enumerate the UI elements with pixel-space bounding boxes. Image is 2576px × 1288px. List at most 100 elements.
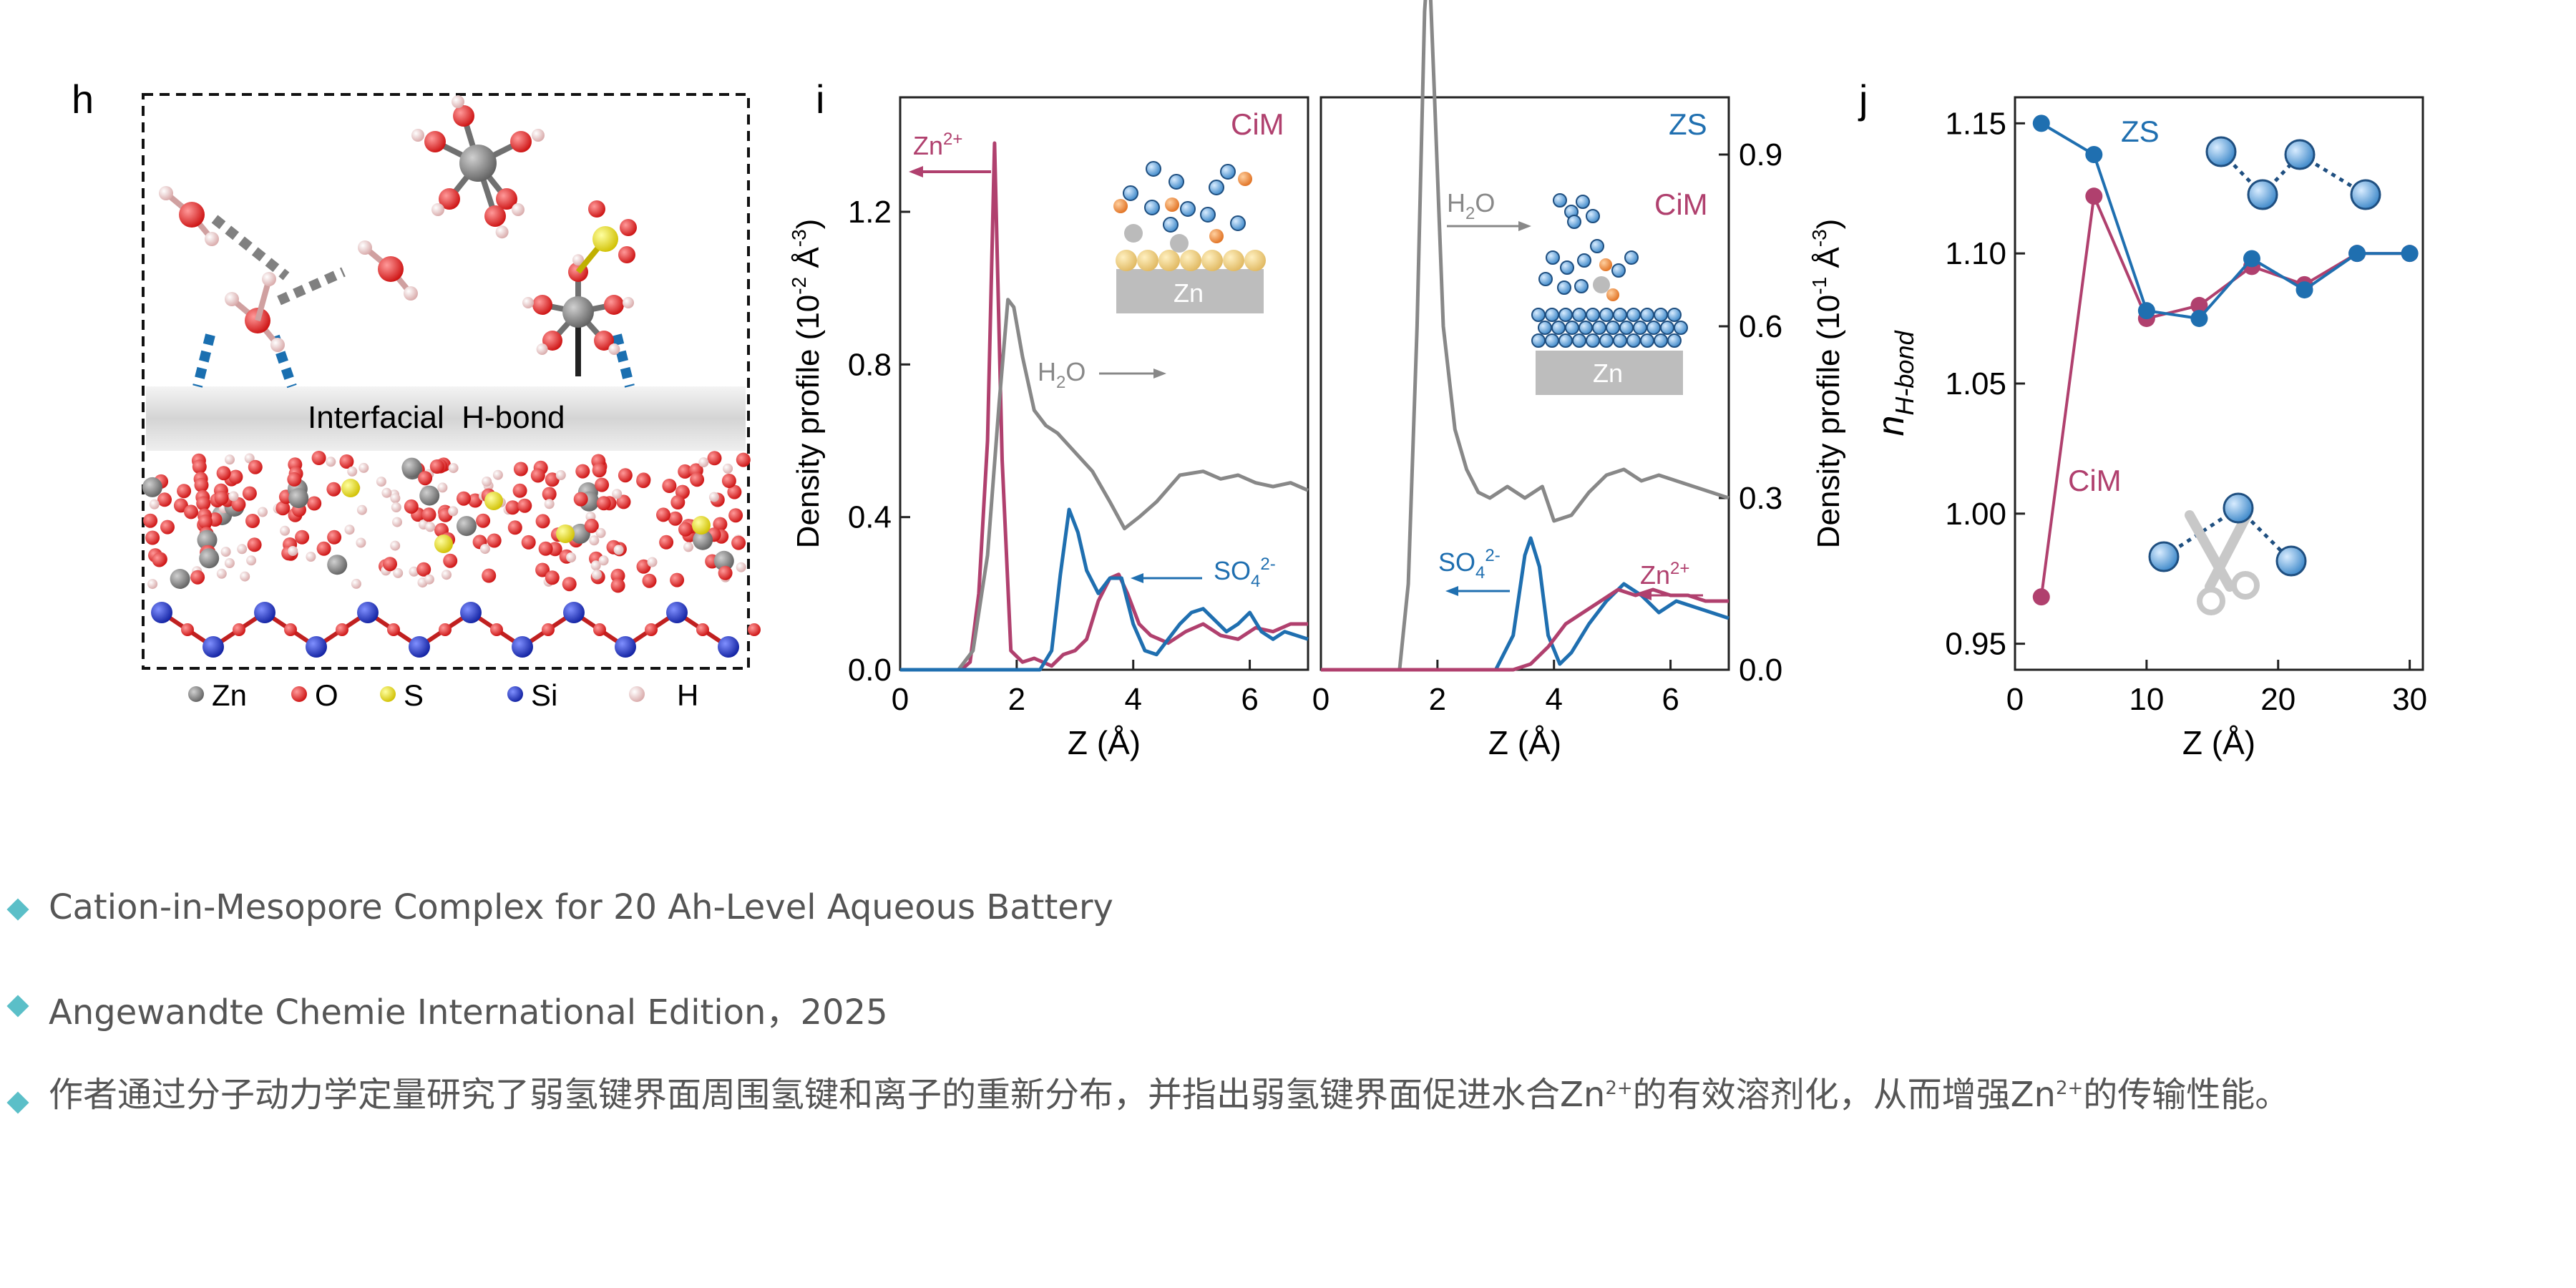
o-atom-icon: [618, 468, 633, 483]
h-atom-icon: [572, 254, 584, 266]
o-atom-icon: [326, 482, 341, 497]
water-ball-icon: [1560, 260, 1574, 275]
water-ball-icon: [1576, 195, 1590, 209]
water-ball-icon: [2284, 139, 2316, 170]
panel-h: h Interfacial H-bond Zn O S Si H: [72, 77, 761, 712]
water-ball-icon: [1538, 272, 1553, 286]
h-atom-icon: [390, 540, 401, 551]
series-line-h2o: [900, 298, 1309, 672]
y-tick-label: 0.0: [848, 653, 892, 688]
o-atom-icon: [707, 451, 722, 466]
si-atom-icon: [666, 602, 688, 623]
o-atom-icon: [507, 520, 522, 535]
arrowhead-so4-right: [1445, 586, 1458, 596]
o-atom-icon: [678, 464, 693, 479]
hbond-dashed-line: [612, 333, 635, 388]
o-atom-icon: [439, 623, 452, 636]
data-point: [2032, 588, 2050, 606]
h-atom-icon: [147, 579, 158, 590]
y-tick-label: 1.15: [1945, 106, 2006, 141]
arrowhead-zn2-right: [1639, 590, 1652, 600]
o-atom-icon: [662, 479, 677, 493]
water-ball-icon: [1574, 279, 1589, 293]
o-atom-icon: [690, 472, 705, 487]
h-atom-icon: [409, 566, 419, 577]
si-atom-icon: [563, 602, 585, 623]
water-ball-icon: [1606, 321, 1620, 335]
interface-band: [146, 386, 746, 451]
o-atom-icon: [618, 246, 635, 263]
si-legend-label: Si: [531, 678, 557, 712]
zn-legend-swatch: [188, 686, 204, 702]
o-atom-icon: [512, 483, 527, 498]
panel-i: i 0 2 4 6 0.0 0.4 0.8 1.2 Z (Å) Density profile (…: [788, 0, 1846, 761]
o-atom-icon: [177, 484, 192, 499]
x-tick-label: 2: [1008, 682, 1025, 717]
h-atom-icon: [441, 570, 452, 580]
o-atom-icon: [152, 552, 167, 567]
water-ball-icon: [1551, 321, 1566, 335]
h-atom-icon: [589, 535, 600, 546]
o-atom-icon: [378, 256, 404, 282]
zn-atom-icon: [457, 516, 477, 537]
h-atom-icon: [522, 297, 534, 308]
h-atom-icon: [598, 555, 609, 566]
water-ball-icon: [1531, 333, 1546, 348]
si-atom-icon: [512, 636, 533, 658]
o-atom-icon: [588, 200, 605, 218]
h-atom-icon: [448, 463, 459, 474]
water-ball-icon: [1545, 308, 1559, 322]
o-atom-icon: [284, 623, 297, 636]
h-atom-icon: [736, 562, 746, 572]
water-ball-icon: [1640, 333, 1654, 348]
water-ball-icon: [2275, 545, 2307, 577]
h-atom-icon: [225, 292, 239, 306]
zn-atom-icon: [170, 569, 190, 589]
o-atom-icon: [670, 572, 685, 587]
water-ball-icon: [1572, 308, 1586, 322]
water-ball-icon: [1230, 215, 1246, 231]
water-ball-icon: [1626, 333, 1641, 348]
si-atom-icon: [254, 602, 275, 623]
y-axis-label-sub: H-bond: [1890, 331, 1919, 416]
water-ball-icon: [1660, 321, 1674, 335]
x-tick-label: 20: [2260, 682, 2296, 717]
water-ball-icon: [1613, 308, 1627, 322]
o-atom-icon: [542, 623, 555, 636]
o-atom-icon: [736, 452, 751, 467]
h-atom-icon: [326, 457, 336, 467]
annotation-so4-left: SO42-: [1214, 555, 1276, 591]
h-atom-icon: [351, 578, 361, 589]
annotation-zn2-right: Zn2+: [1640, 559, 1689, 590]
water-ball-icon: [1579, 321, 1593, 335]
y-tick-label: 0.4: [848, 500, 892, 535]
panel-i-left-plot: 0 2 4 6 0.0 0.4 0.8 1.2 Z (Å) Density profile (10…: [788, 96, 1309, 761]
o-atom-icon: [457, 491, 471, 506]
panel-j-label: j: [1858, 77, 1868, 122]
water-ball-icon: [1674, 321, 1688, 335]
hbond-dashed-line: [192, 333, 215, 388]
y-axis-label-part: n: [1870, 416, 1912, 436]
s-atom-icon: [692, 516, 711, 535]
h-atom-icon: [623, 297, 634, 308]
zn-atom-icon: [401, 457, 422, 478]
sulfate-ion-icon: [1238, 172, 1252, 186]
si-legend-swatch: [507, 686, 523, 702]
series-line-zn2: [900, 141, 1308, 672]
h-atom-icon: [555, 470, 566, 480]
o-atom-icon: [659, 535, 674, 550]
water-ball-icon: [1613, 333, 1627, 348]
panel-i-label: i: [816, 77, 824, 122]
h-atom-icon: [608, 343, 620, 355]
y-tick-label: 1.2: [848, 195, 892, 230]
panel-j-plot: 0 10 20 30 0.95 1.00 1.05 1.10 1.15 Z (Å) nH-bond: [1870, 96, 2427, 761]
zn-atom-icon: [288, 488, 309, 509]
series-line-h2o: [1321, 0, 1729, 672]
h-atom-icon: [391, 502, 401, 512]
sulfate-ion-icon: [1113, 199, 1128, 213]
water-ball-icon: [1586, 209, 1600, 223]
h-atom-icon: [452, 95, 464, 109]
water-ball-icon: [1200, 207, 1216, 223]
h-legend-swatch: [629, 686, 645, 702]
panel-j: j 0 10 20 30 0.95 1.00 1.05 1.10 1.15 Z (Å) nH-bon…: [1858, 77, 2427, 761]
